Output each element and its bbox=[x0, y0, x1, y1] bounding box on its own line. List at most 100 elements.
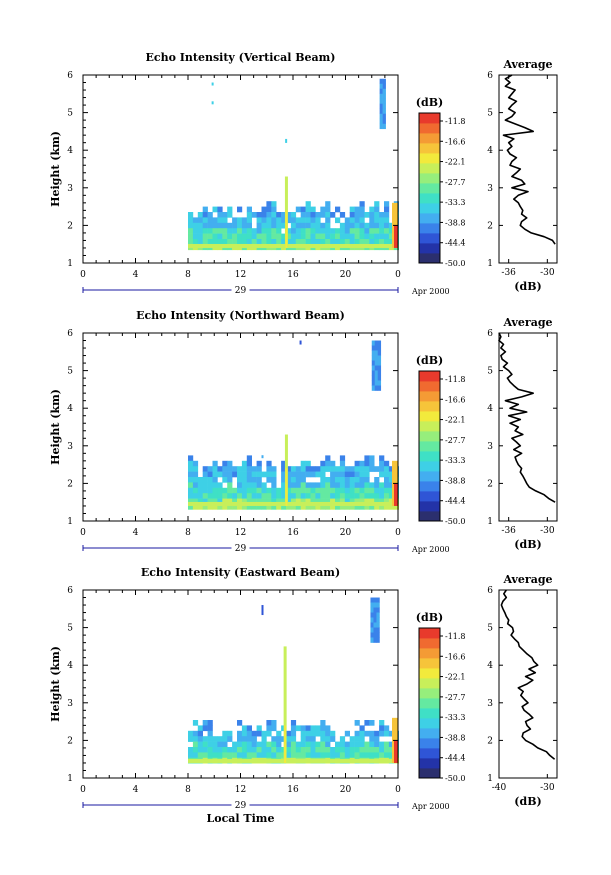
echo-cell bbox=[222, 233, 228, 240]
echo-cell bbox=[300, 752, 306, 759]
echo-cell bbox=[364, 493, 370, 499]
echo-cell bbox=[315, 741, 321, 748]
upper-echo-cell bbox=[376, 622, 380, 628]
echo-cell bbox=[325, 217, 331, 224]
echo-cell bbox=[305, 239, 311, 245]
echo-cell bbox=[369, 460, 375, 467]
echo-cell bbox=[335, 752, 341, 759]
upper-echo-cell bbox=[370, 632, 374, 638]
echo-cell bbox=[330, 460, 336, 467]
echo-cell bbox=[256, 725, 262, 732]
profile-title: Average bbox=[502, 316, 552, 329]
echo-cell bbox=[349, 493, 355, 499]
upper-echo bbox=[370, 597, 380, 643]
echo-cell bbox=[300, 228, 306, 234]
echo-cell bbox=[330, 233, 336, 240]
upper-echo-cell bbox=[382, 83, 386, 90]
colorbar-tick-label: -22.1 bbox=[445, 158, 466, 167]
echo-cell bbox=[315, 228, 321, 234]
x-tick-label: 0 bbox=[395, 270, 401, 280]
colorbar-swatch bbox=[419, 668, 440, 679]
echo-cell bbox=[202, 471, 208, 478]
echo-cell bbox=[310, 233, 316, 240]
echo-cell bbox=[315, 498, 321, 505]
echo-cell bbox=[202, 212, 208, 218]
echo-cell bbox=[290, 233, 297, 240]
echo-cell bbox=[315, 233, 321, 240]
colorbar-swatch bbox=[419, 678, 440, 689]
echo-cell bbox=[305, 493, 311, 499]
colorbar-swatch bbox=[419, 628, 440, 639]
y-tick-label: 3 bbox=[67, 442, 73, 452]
echo-cell bbox=[197, 477, 203, 483]
x-tick-label: 8 bbox=[185, 785, 191, 795]
upper-echo-cell bbox=[382, 108, 386, 115]
upper-echo-cell bbox=[382, 103, 386, 110]
echo-cell bbox=[232, 487, 238, 494]
echo-cell bbox=[310, 747, 316, 753]
upper-echo-cell bbox=[371, 345, 376, 351]
echo-cell bbox=[212, 498, 218, 505]
echo-cell bbox=[227, 471, 233, 478]
echo-cell bbox=[310, 482, 316, 489]
echo-cell bbox=[339, 736, 346, 742]
echo-cell bbox=[295, 228, 301, 234]
upper-echo-cell bbox=[374, 345, 379, 351]
echo-cell bbox=[271, 736, 277, 742]
upper-echo-cell bbox=[376, 612, 380, 618]
echo-cell bbox=[237, 217, 243, 224]
echo-cell bbox=[295, 222, 301, 229]
profile-y-tick-label: 5 bbox=[487, 109, 493, 119]
echo-cell bbox=[349, 482, 355, 489]
echo-cell bbox=[305, 741, 311, 748]
profile-frame bbox=[498, 74, 558, 264]
echo-cell bbox=[295, 498, 301, 505]
y-tick-label: 4 bbox=[67, 661, 73, 671]
echo-cell bbox=[320, 720, 326, 726]
echo-cell bbox=[222, 460, 228, 467]
upper-echo-cell bbox=[376, 632, 380, 638]
echo-cell bbox=[232, 239, 238, 245]
colorbar-tick-label: -50.0 bbox=[445, 259, 466, 268]
x-tick-label: 12 bbox=[235, 528, 246, 538]
echo-cell bbox=[344, 504, 350, 510]
echo-cell bbox=[388, 498, 395, 505]
echo-cell bbox=[271, 477, 277, 483]
echo-cell bbox=[217, 466, 223, 472]
colorbar-swatch bbox=[419, 133, 440, 144]
echo-cell bbox=[305, 504, 311, 510]
echo-cell bbox=[281, 239, 287, 245]
x-tick-label: 4 bbox=[133, 270, 139, 280]
echo-cell bbox=[320, 206, 326, 213]
colorbar-swatch bbox=[419, 491, 440, 502]
echo-cell bbox=[246, 741, 252, 748]
colorbar-tick-label: -44.4 bbox=[445, 754, 466, 763]
echo-cell bbox=[325, 725, 331, 732]
echo-cell bbox=[369, 206, 375, 213]
echo-cell bbox=[300, 460, 306, 467]
echo-cell bbox=[266, 466, 272, 472]
x-tick-label: 0 bbox=[395, 785, 401, 795]
echo-cell bbox=[207, 487, 213, 494]
profile-x-tick-label: -30 bbox=[540, 268, 555, 278]
echo-cell bbox=[369, 239, 375, 245]
echo-cell bbox=[295, 725, 301, 732]
echo-cell bbox=[354, 212, 360, 218]
echo-cell bbox=[256, 482, 262, 489]
profile-y-tick-label: 4 bbox=[487, 661, 493, 671]
echo-cell bbox=[212, 239, 218, 245]
echo-cell bbox=[344, 487, 350, 494]
upper-echo-cell bbox=[370, 607, 374, 613]
echo-cell bbox=[325, 460, 331, 467]
echo-cell bbox=[359, 747, 365, 753]
echo-cell bbox=[349, 228, 355, 234]
echo-cell bbox=[325, 222, 331, 229]
echo-cell bbox=[349, 736, 355, 742]
upper-echo-cell bbox=[371, 350, 376, 356]
y-tick-label: 1 bbox=[67, 259, 73, 269]
panel-title: Echo Intensity (Northward Beam) bbox=[136, 309, 345, 322]
echo-cell bbox=[188, 736, 194, 742]
echo-cell bbox=[354, 482, 360, 489]
echo-cell bbox=[237, 747, 243, 753]
echo-cell bbox=[192, 487, 199, 494]
